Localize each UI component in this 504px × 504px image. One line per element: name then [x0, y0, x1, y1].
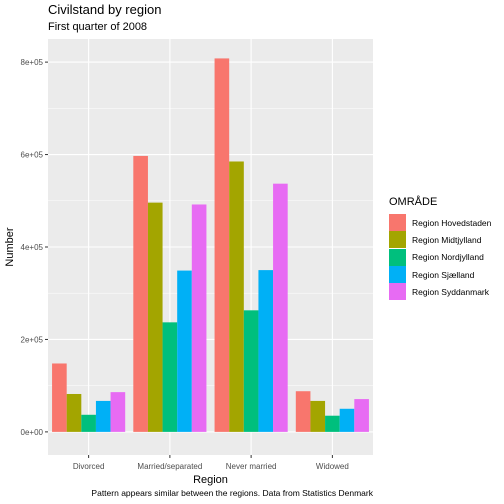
legend-key — [389, 214, 406, 232]
chart-subtitle: First quarter of 2008 — [48, 21, 148, 33]
x-tick-label: Divorced — [73, 462, 105, 471]
y-tick-label: 0e+00 — [21, 428, 44, 437]
x-tick-label: Widowed — [316, 462, 349, 471]
y-tick-label: 8e+05 — [21, 58, 44, 67]
legend-label: Region Sjælland — [412, 269, 475, 280]
legend-key — [389, 248, 406, 266]
x-tick-label: Never married — [226, 462, 277, 471]
bar — [258, 270, 274, 432]
x-tick-label: Married/separated — [137, 462, 202, 471]
legend-key — [389, 266, 406, 284]
chart-title: Civilstand by region — [48, 2, 162, 17]
bar — [339, 408, 355, 432]
legend-title: OMRÅDE — [389, 196, 438, 208]
legend-label: Region Syddanmark — [412, 286, 490, 297]
y-tick-label: 6e+05 — [21, 151, 44, 160]
bar — [110, 392, 126, 432]
bar — [214, 58, 230, 432]
bar — [95, 400, 111, 432]
bar — [325, 415, 340, 432]
bar — [133, 155, 148, 432]
y-tick-label: 4e+05 — [21, 243, 44, 252]
x-axis-title: Region — [193, 474, 228, 486]
bar — [52, 363, 67, 432]
legend: OMRÅDE Region Hovedstaden Region Midtjyl… — [389, 196, 492, 301]
legend-label: Region Nordjylland — [412, 252, 484, 263]
legend-key — [389, 283, 406, 301]
bar — [147, 202, 163, 432]
bar — [295, 391, 311, 432]
legend-item: Region Hovedstaden — [389, 214, 492, 232]
legend-item: Region Sjælland — [389, 266, 491, 284]
bar — [177, 270, 192, 432]
legend-key — [389, 231, 406, 249]
chart-caption: Pattern appears similar between the regi… — [91, 488, 373, 498]
bar — [273, 183, 288, 432]
bar — [191, 204, 207, 432]
legend-item: Region Nordjylland — [389, 248, 491, 266]
bar — [229, 161, 244, 432]
bar — [66, 393, 82, 432]
legend-item: Region Syddanmark — [389, 283, 491, 301]
legend-item: Region Midtjylland — [389, 231, 491, 249]
y-tick-label: 2e+05 — [21, 335, 44, 344]
legend-label: Region Hovedstaden — [412, 217, 492, 228]
bar — [354, 399, 369, 432]
bar — [162, 322, 178, 432]
bar — [310, 400, 326, 432]
y-axis-title: Number — [4, 227, 16, 266]
bar — [81, 414, 96, 432]
bar — [243, 310, 259, 432]
legend-label: Region Midtjylland — [412, 234, 482, 245]
